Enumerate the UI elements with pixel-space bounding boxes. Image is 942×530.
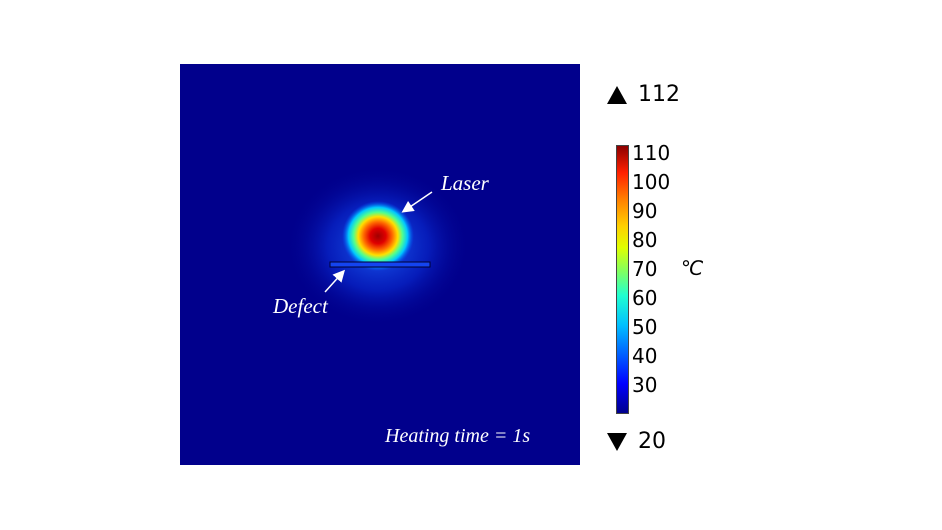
- laser-arrow: [401, 191, 433, 213]
- colorbar-tick-90: 90: [632, 199, 658, 223]
- heat-core: [342, 201, 414, 271]
- defect-arrow: [324, 269, 346, 293]
- colorbar-tick-40: 40: [632, 344, 658, 368]
- heating-time-label: Heating time = 1s: [385, 425, 531, 447]
- defect-label: Defect: [273, 294, 328, 318]
- colorbar: [616, 145, 629, 414]
- up-triangle-icon: [607, 85, 627, 104]
- down-triangle-icon: [607, 432, 627, 451]
- colorbar-tick-70: 70: [632, 257, 658, 281]
- laser-label: Laser: [441, 171, 489, 195]
- colorbar-tick-110: 110: [632, 141, 671, 165]
- colorbar-tick-80: 80: [632, 228, 658, 252]
- colorbar-tick-60: 60: [632, 286, 658, 310]
- defect-region: [329, 261, 431, 268]
- min-value-row: 20: [606, 429, 666, 454]
- temperature-field-plot: [180, 64, 580, 465]
- max-value-row: 112: [606, 82, 680, 107]
- unit-label: ℃: [681, 256, 704, 280]
- colorbar-tick-100: 100: [632, 170, 671, 194]
- min-value: 20: [638, 429, 666, 454]
- max-value: 112: [638, 82, 680, 107]
- heat-map: [286, 166, 470, 326]
- colorbar-tick-50: 50: [632, 315, 658, 339]
- colorbar-tick-30: 30: [632, 373, 658, 397]
